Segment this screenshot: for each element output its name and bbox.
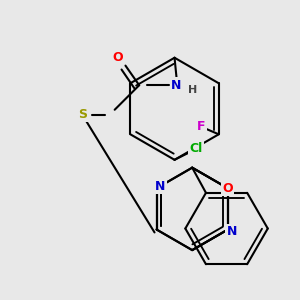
Text: S: S [78,108,87,121]
Text: N: N [171,79,182,92]
Text: H: H [188,85,197,95]
Text: O: O [112,51,123,64]
Text: O: O [223,182,233,195]
Text: F: F [197,120,205,133]
Text: Cl: Cl [190,142,203,154]
Text: N: N [155,180,166,193]
Text: N: N [226,225,237,238]
